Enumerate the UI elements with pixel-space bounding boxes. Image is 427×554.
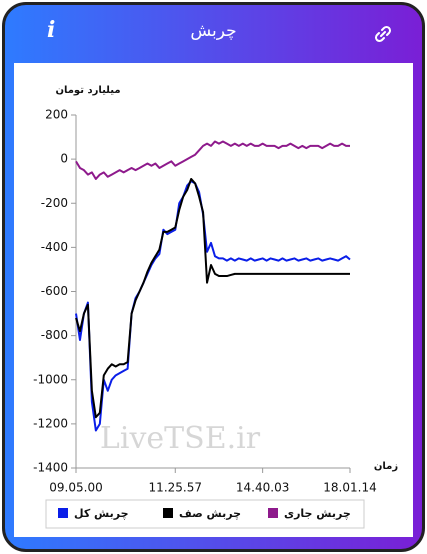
link-button[interactable] (374, 25, 392, 43)
info-button[interactable]: i (47, 17, 56, 43)
y-tick-label: -200 (41, 196, 68, 210)
x-tick-label: 18.01.14 (323, 481, 376, 495)
x-tick-label: 11.25.57 (149, 481, 202, 495)
series-line (75, 140, 350, 180)
legend-swatch (268, 508, 278, 518)
series-line (75, 177, 350, 419)
legend-swatch (58, 508, 68, 518)
x-tick-label: 09.05.00 (49, 481, 102, 495)
y-axis-title: میلیارد تومان (55, 85, 120, 96)
legend-label: چربش صف (179, 507, 241, 520)
y-tick-label: 0 (60, 152, 68, 166)
legend-label: چربش کل (74, 507, 129, 520)
x-tick-label: 14.40.03 (236, 481, 289, 495)
y-tick-label: -800 (41, 328, 68, 342)
y-tick-label: -1400 (33, 461, 68, 475)
watermark: LiveTSE.ir (100, 421, 261, 456)
y-tick-label: -600 (41, 284, 68, 298)
y-tick-label: -1000 (33, 372, 68, 386)
y-tick-label: 200 (45, 108, 68, 122)
header-title: چربش (190, 21, 237, 41)
y-tick-label: -400 (41, 240, 68, 254)
legend-swatch (163, 508, 173, 518)
y-tick-label: -1200 (33, 416, 68, 430)
series-line (75, 180, 351, 432)
x-axis-title: زمان (374, 461, 398, 472)
legend-box (45, 499, 365, 529)
legend-label: چربش جاری (284, 507, 351, 520)
